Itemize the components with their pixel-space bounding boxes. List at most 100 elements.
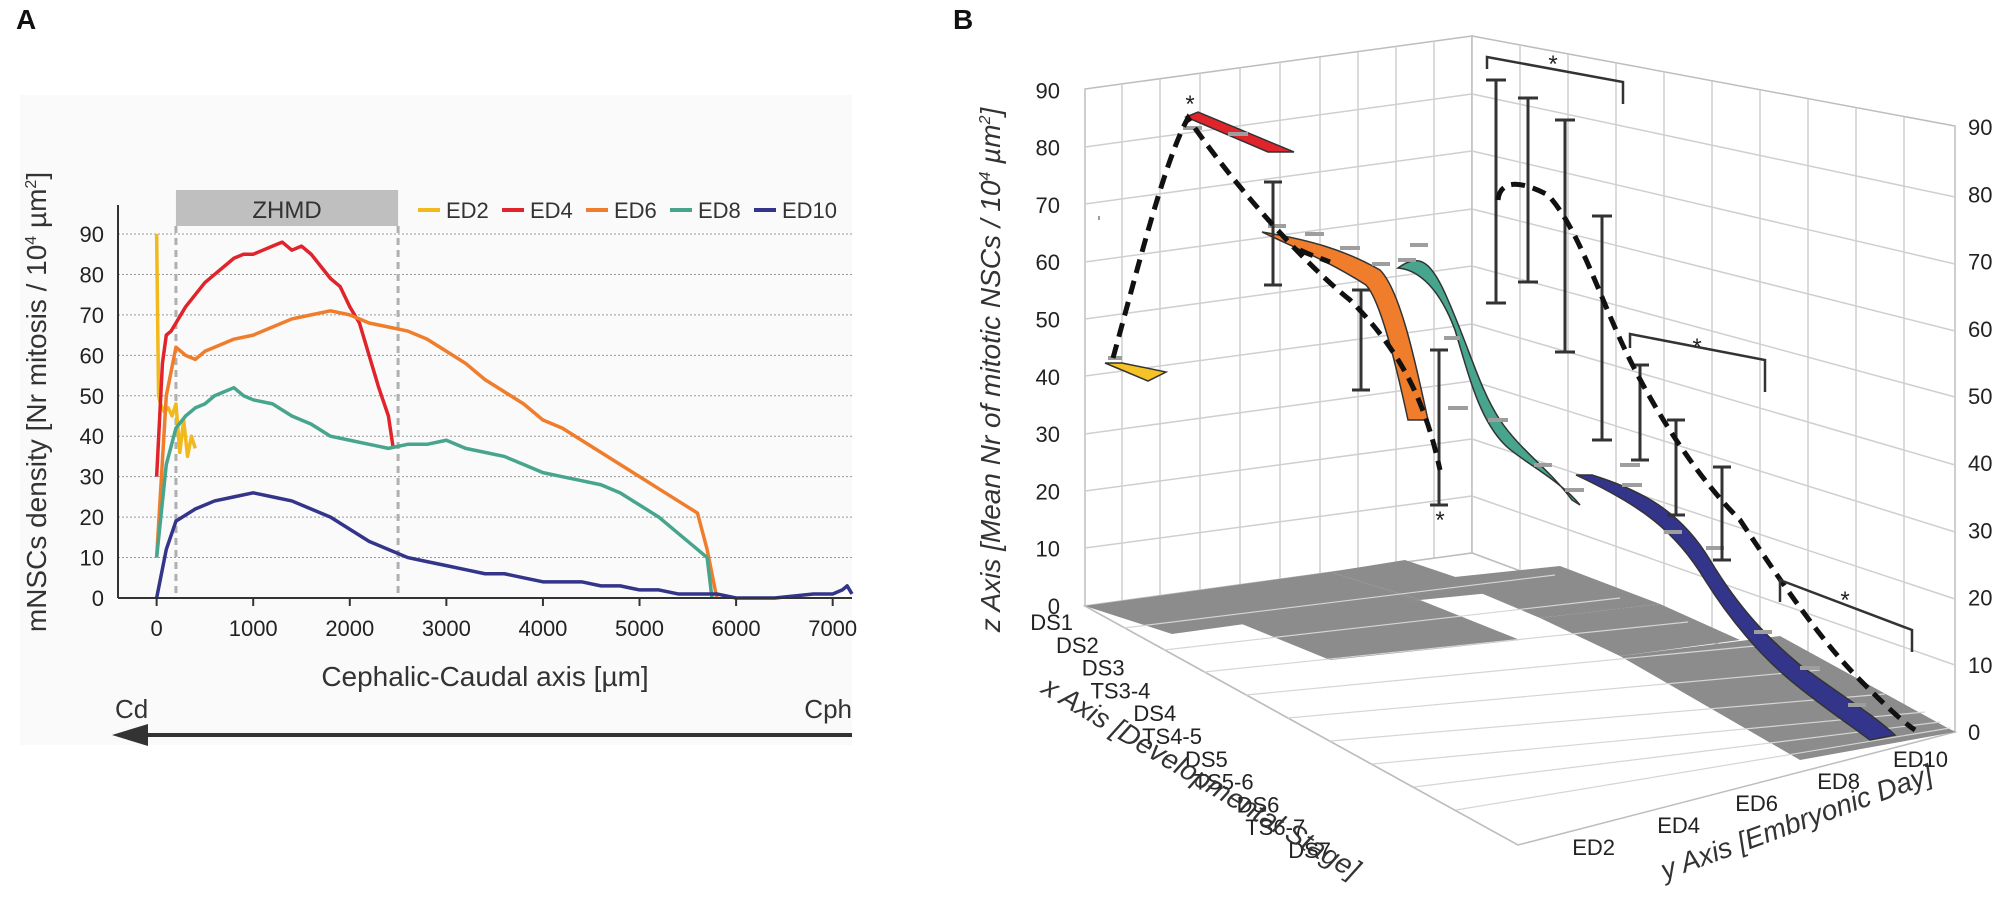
trend-line-back (1298, 181, 1917, 733)
panel-b-z-right-tick: 0 (1968, 720, 1980, 745)
floor-grid-1 (1123, 574, 1556, 629)
ribbon-ed2 (1104, 362, 1169, 382)
panel-a-background (20, 95, 852, 745)
floor-grid (1123, 574, 1951, 811)
errbar-2 (1352, 288, 1370, 392)
rwall-grid-60 (1471, 208, 1956, 332)
errbar-10 (1713, 465, 1731, 562)
panel-b-z-left-tick: 20 (1036, 479, 1060, 504)
panel-b-x-category: TS5-6 (1194, 770, 1254, 795)
panel-b-z-right-tick: 50 (1968, 384, 1992, 409)
panel-b-x-category: DS4 (1133, 701, 1176, 726)
panel-a-chart: ZHMD 0 1000 2000 3000 4000 5000 6000 7000 0 10 20… (21, 172, 857, 746)
errbar-6 (1555, 118, 1575, 354)
panel-b-z-left-tick: 10 (1036, 537, 1060, 562)
panel-b-z-left-tick: 30 (1036, 422, 1060, 447)
direction-right-label: Cph (804, 694, 852, 724)
floor-grid-3 (1203, 621, 1689, 673)
panel-a-x-tick-label: 7000 (808, 616, 857, 641)
panel-a-legend: ED2 ED4 ED6 ED8 ED10 (418, 198, 837, 223)
floor-cell-1 (1085, 572, 1420, 634)
panel-b-z-right-tick: 90 (1968, 115, 1992, 140)
direction-left-label: Cd (115, 694, 148, 724)
panel-b-z-right-tick: 20 (1968, 586, 1992, 611)
panel-a-x-tick-label: 0 (151, 616, 163, 641)
panel-a-x-tick-label: 2000 (325, 616, 374, 641)
panel-b-z-right-tick: 40 (1968, 451, 1992, 476)
floor-grid-6 (1329, 693, 1886, 742)
star-peak: * (1185, 91, 1194, 118)
panel-b-z-right-tick: 10 (1968, 653, 1992, 678)
floor-grid-8 (1413, 721, 1941, 788)
panel-a-y-axis-title: mNSCs density [Nr mitosis / 104 µm2] (21, 172, 52, 632)
panel-a-x-axis-title: Cephalic-Caudal axis [µm] (321, 661, 648, 692)
wall-grid-80 (1084, 93, 1473, 148)
panel-b-x-category: DS3 (1082, 656, 1125, 681)
panel-a-y-tick-label: 80 (80, 262, 104, 287)
panel-b-y-category: ED8 (1817, 769, 1860, 794)
series-line-ed4 (154, 240, 395, 477)
panel-b-z-left-tick: 60 (1036, 250, 1060, 275)
panel-b-y-category: ED10 (1893, 747, 1948, 772)
floor-edge-x (1084, 605, 1519, 846)
panel-b-x-category: DS6 (1237, 792, 1280, 817)
panel-b-chart: * * * * * 0 10 20 30 40 50 60 70 80 90 0 10 20 30 40 5… (975, 35, 1992, 886)
floor-cell-5 (1540, 604, 1740, 656)
direction-arrow-head (112, 724, 148, 746)
floor-cell-3 (1232, 600, 1520, 660)
floor-grid-5 (1287, 669, 1821, 719)
panel-a-x-tick-label: 3000 (422, 616, 471, 641)
star-bracket-3: * (1840, 587, 1849, 614)
back-wall-left (1084, 35, 1473, 607)
floor-grid-7 (1371, 711, 1926, 765)
legend-label-ed8: ED8 (698, 198, 741, 223)
panel-a-y-tick-label: 30 (80, 465, 104, 490)
panel-a-x-tick-label: 5000 (615, 616, 664, 641)
rwall-grid-30 (1471, 380, 1956, 533)
errbar-3 (1430, 348, 1448, 507)
panel-b-x-category: DS7 (1288, 838, 1331, 863)
rwall-grid-20 (1471, 438, 1956, 600)
rwall-grid-80 (1471, 93, 1956, 198)
star-bracket-1: * (1548, 51, 1557, 78)
panel-a-y-tick-label: 90 (80, 222, 104, 247)
panel-a-axes (117, 205, 852, 599)
panel-b-x-categories: DS1DS2DS3TS3-4DS4TS4-5DS5TS5-6DS6TS6-7DS… (1030, 610, 1331, 863)
panel-b-z-left-tick: 40 (1036, 365, 1060, 390)
floor-grid-9 (1455, 727, 1951, 811)
wall-grid-20 (1084, 438, 1473, 492)
rwall-grid-50 (1471, 265, 1956, 398)
errbar-7 (1592, 214, 1612, 442)
panel-b-z-left-tick: 90 (1036, 78, 1060, 103)
panel-a-y-tick-label: 20 (80, 505, 104, 530)
panel-b-x-category: TS3-4 (1090, 678, 1150, 703)
dark-error-bars (1264, 78, 1731, 562)
panel-b-y-category: ED4 (1657, 813, 1700, 838)
panel-a-y-tick-label: 50 (80, 384, 104, 409)
wall-grid-70 (1084, 150, 1473, 205)
wall-grid-50 (1084, 265, 1473, 320)
back-wall-right (1471, 35, 1956, 734)
panel-a-y-tick-label: 40 (80, 424, 104, 449)
panel-b-z-left-tick: 80 (1036, 136, 1060, 161)
floor-grid-4 (1245, 645, 1756, 696)
legend-label-ed4: ED4 (530, 198, 573, 223)
rwall-grid-70 (1471, 150, 1956, 265)
bracket-1 (1485, 55, 1625, 104)
panel-b-z-axis-title: z Axis [Mean Nr of mitotic NSCs / 104 µm… (975, 106, 1006, 633)
ribbon-ed10 (1575, 474, 1897, 741)
legend-label-ed6: ED6 (614, 198, 657, 223)
panel-b-z-right-tick: 80 (1968, 182, 1992, 207)
zhmd-label: ZHMD (252, 197, 321, 224)
panel-b-z-left-tick: 50 (1036, 308, 1060, 333)
panel-b-x-category: DS5 (1185, 747, 1228, 772)
panel-b-y-categories: ED2 ED4 ED6 ED8 ED10 (1572, 747, 1948, 860)
rwall-grid-40 (1471, 323, 1956, 466)
wall-grid-10 (1084, 495, 1473, 549)
panel-b-letter: B (953, 4, 973, 35)
back-wall-left-frame (1084, 35, 1473, 607)
floor-grid-2 (1163, 597, 1621, 651)
panel-a-x-ticks: 0 1000 2000 3000 4000 5000 6000 7000 (151, 598, 857, 641)
panel-b-z-ticks-left: 0 10 20 30 40 50 60 70 80 90 (1036, 78, 1060, 619)
